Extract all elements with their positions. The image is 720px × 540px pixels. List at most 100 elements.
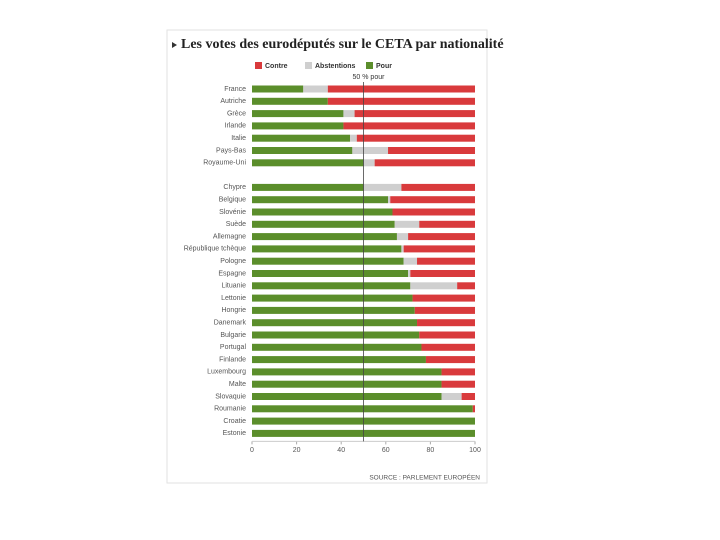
y-tick-label: Croatie xyxy=(223,418,246,425)
y-tick-label: Finlande xyxy=(219,356,246,363)
bar-segment xyxy=(252,245,402,253)
x-tick-label: 0 xyxy=(250,447,254,454)
x-tick-label: 80 xyxy=(427,447,435,454)
bar-segment xyxy=(303,85,328,93)
bar-segment xyxy=(472,405,475,413)
bar-segment xyxy=(252,257,404,265)
bar-segment xyxy=(441,368,475,376)
y-tick-label: Lettonie xyxy=(221,295,246,302)
legend-swatch xyxy=(255,62,262,69)
bar-segment xyxy=(410,282,458,290)
bar-segment xyxy=(252,393,442,400)
bar-segment xyxy=(252,294,413,302)
bar-segment xyxy=(441,393,462,400)
bar-segment xyxy=(417,319,475,327)
bar-segment xyxy=(388,147,475,154)
bar-segment xyxy=(252,147,353,154)
bar-segment xyxy=(421,343,475,351)
legend-label: Contre xyxy=(265,63,288,70)
bar-segment xyxy=(343,110,355,118)
bar-segment xyxy=(392,208,475,216)
y-tick-label: Italie xyxy=(231,135,246,142)
bar-segment xyxy=(252,97,328,105)
y-tick-label: Slovaquie xyxy=(215,393,246,400)
bar-segment xyxy=(252,282,411,290)
bar-segment xyxy=(252,319,418,327)
bar-segment xyxy=(441,380,475,388)
legend-swatch xyxy=(305,62,312,69)
y-tick-label: Pays-Bas xyxy=(216,147,246,154)
legend-label: Abstentions xyxy=(315,63,356,70)
bar-segment xyxy=(252,85,304,93)
bar-segment xyxy=(252,331,420,339)
chart-title: Les votes des eurodéputés sur le CETA pa… xyxy=(181,37,504,52)
bar-segment xyxy=(403,245,475,253)
bar-segment xyxy=(363,159,375,167)
bar-segment xyxy=(252,233,397,241)
y-tick-label: Royaume-Uni xyxy=(203,160,246,167)
y-tick-label: Suède xyxy=(226,221,246,228)
y-tick-label: Portugal xyxy=(220,344,247,351)
bar-segment xyxy=(356,134,475,142)
bar-segment xyxy=(390,196,475,204)
bar-segment xyxy=(327,97,475,105)
y-tick-label: Bulgarie xyxy=(220,332,246,339)
legend-swatch xyxy=(366,62,373,69)
bar-segment xyxy=(457,282,475,290)
bar-segment xyxy=(408,270,411,277)
bar-segment xyxy=(461,393,475,400)
y-tick-label: Luxembourg xyxy=(207,369,246,376)
y-tick-label: Pologne xyxy=(220,258,246,265)
bar-segment xyxy=(414,306,475,314)
bar-segment xyxy=(252,356,426,364)
bar-segment xyxy=(252,220,395,228)
y-tick-label: France xyxy=(224,86,246,93)
bar-segment xyxy=(252,159,364,167)
y-tick-label: Irlande xyxy=(225,123,247,130)
reference-label: 50 % pour xyxy=(353,74,386,81)
bar-segment xyxy=(401,183,475,191)
x-tick-label: 40 xyxy=(337,447,345,454)
bar-segment xyxy=(252,110,344,118)
bar-segment xyxy=(327,85,475,93)
bar-segment xyxy=(401,245,404,253)
bar-segment xyxy=(252,134,351,142)
x-tick-label: 60 xyxy=(382,447,390,454)
bar-segment xyxy=(343,122,475,130)
bar-segment xyxy=(410,270,475,277)
y-tick-label: Slovénie xyxy=(219,209,246,216)
source: SOURCE : PARLEMENT EUROPÉEN xyxy=(369,473,480,482)
bar-segment xyxy=(396,233,409,241)
bar-segment xyxy=(388,196,391,204)
x-tick-label: 100 xyxy=(469,447,481,454)
y-tick-label: Malte xyxy=(229,381,246,388)
bar-segment xyxy=(403,257,418,265)
bar-segment xyxy=(417,257,475,265)
bar-segment xyxy=(252,405,473,413)
y-tick-label: Belgique xyxy=(219,197,246,204)
bar-segment xyxy=(354,110,475,118)
bar-segment xyxy=(419,331,475,339)
bar-segment xyxy=(252,270,409,277)
bar-segment xyxy=(252,368,442,376)
bar-segment xyxy=(394,220,420,228)
bar-segment xyxy=(352,147,389,154)
bar-segment xyxy=(252,380,442,388)
title-arrow xyxy=(172,42,177,48)
y-tick-label: Espagne xyxy=(218,270,246,277)
bar-segment xyxy=(252,196,389,204)
bar-segment xyxy=(408,233,475,241)
bar-segment xyxy=(374,159,475,167)
bar-segment xyxy=(363,183,402,191)
y-tick-label: Estonie xyxy=(223,430,246,437)
y-tick-label: Danemark xyxy=(214,320,247,327)
legend-label: Pour xyxy=(376,63,392,70)
y-tick-label: Grèce xyxy=(227,110,246,117)
bar-segment xyxy=(252,122,344,130)
y-tick-label: Autriche xyxy=(220,98,246,105)
bar-segment xyxy=(425,356,475,364)
bar-segment xyxy=(252,183,364,191)
y-tick-label: Allemagne xyxy=(213,233,246,240)
y-tick-label: République tchèque xyxy=(184,246,246,253)
bar-segment xyxy=(252,306,415,314)
